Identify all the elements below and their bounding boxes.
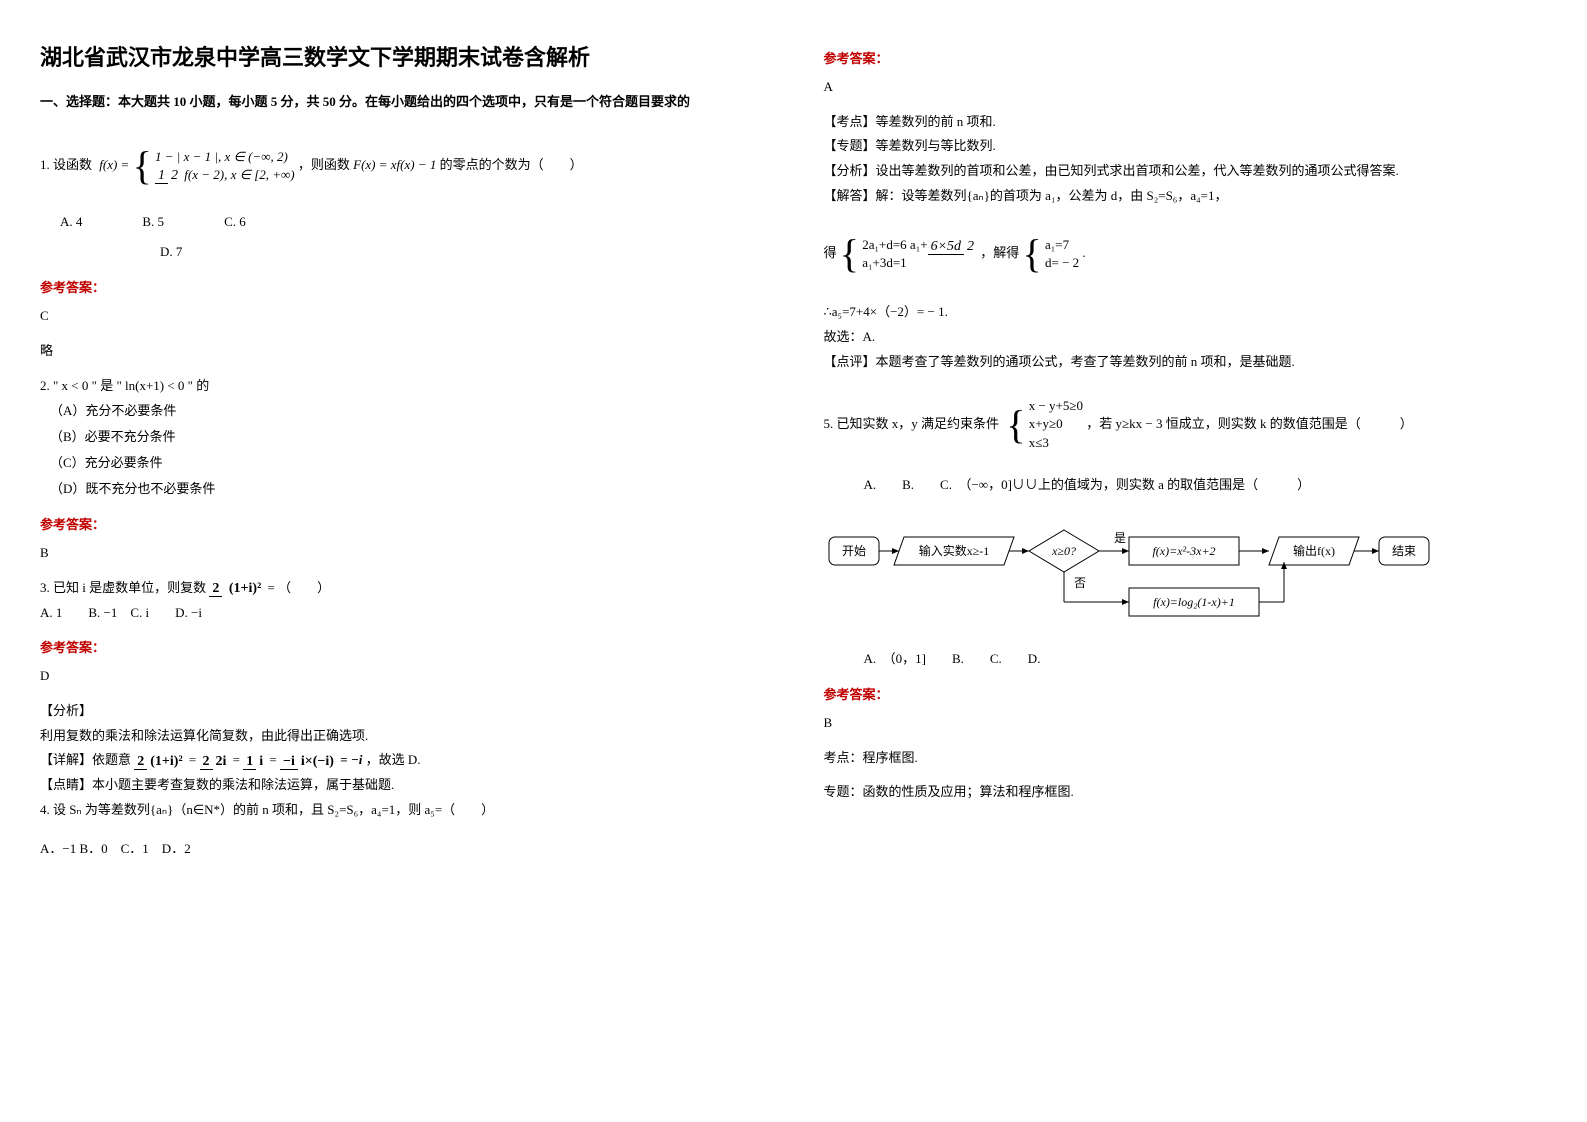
q3-analysis-label: 【分析】: [40, 699, 764, 724]
q5-zhuanti: 专题：函数的性质及应用；算法和程序框图.: [824, 780, 1548, 805]
question-4: 4. 设 Sₙ 为等差数列{aₙ}（n∈N*）的前 n 项和，且 S₂=S₆，a…: [40, 798, 764, 823]
q3-detail-suffix: ，故选 D.: [366, 752, 421, 767]
answer-label-4: 参考答案：: [824, 48, 1548, 67]
q1-prefix: 1. 设函数: [40, 157, 92, 172]
q3-prefix: 3. 已知 i 是虚数单位，则复数: [40, 580, 209, 595]
q1-answer: C: [40, 304, 764, 329]
q3-detail-label: 【详解】依题意: [40, 752, 134, 767]
flowchart: 开始 输入实数x≥-1 x≥0? 是 f(x)=x²-3x+2 否 f(x)=l…: [824, 512, 1548, 632]
section-intro: 一、选择题：本大题共 10 小题，每小题 5 分，共 50 分。在每小题给出的四…: [40, 92, 764, 113]
answer-label-5: 参考答案：: [824, 684, 1548, 703]
q3-eq: = （ ）: [268, 580, 331, 595]
q5-answer: B: [824, 711, 1548, 736]
q3-opts: A. 1 B. −1 C. i D. −i: [40, 601, 764, 626]
q5-c1: x − y+5≥0: [1029, 397, 1083, 415]
q5-opts2: A. （0，1] B. C. D.: [864, 647, 1548, 672]
question-1: 1. 设函数 f(x) = { 1 − | x − 1 |, x ∈ (−∞, …: [40, 128, 764, 265]
q1-optC: C. 6: [224, 210, 246, 235]
q4-fenxi: 【分析】设出等差数列的首项和公差，由已知列式求出首项和公差，代入等差数列的通项公…: [824, 159, 1548, 184]
q4-comment: 【点评】本题考查了等差数列的通项公式，考查了等差数列的前 n 项和，是基础题.: [824, 350, 1548, 375]
q1-optA: A. 4: [60, 210, 82, 235]
q1-piece1: 1 − | x − 1 |, x ∈ (−∞, 2): [155, 148, 295, 166]
fc-cond: x≥0?: [1051, 544, 1076, 558]
q4-eq-lead: 得: [824, 245, 837, 260]
q4-conclude: 故选：A.: [824, 325, 1548, 350]
q5-c3: x≤3: [1029, 434, 1083, 452]
q4-result: ∴a₅=7+4×（−2）= − 1.: [824, 300, 1548, 325]
q1-optD: D. 7: [160, 240, 764, 265]
q1-piecewise: f(x) = { 1 − | x − 1 |, x ∈ (−∞, 2) 12 f…: [99, 128, 294, 204]
q4-eq-mid: ，解得: [980, 245, 1019, 260]
q5-opts: A. B. C. （−∞，0]∪∪上的值域为，则实数 a 的取值范围是（ ）: [864, 473, 1548, 498]
fc-f1: f(x)=x²-3x+2: [1152, 544, 1215, 558]
fc-input: 输入实数x≥-1: [918, 543, 989, 558]
q3-frac-den: (1+i)²: [226, 581, 264, 596]
q5-c2: x+y≥0: [1029, 415, 1083, 433]
q1-func: F(x) = xf(x) − 1: [353, 157, 436, 172]
q5-prefix: 5. 已知实数 x，y 满足约束条件: [824, 415, 1000, 430]
q2-answer: B: [40, 541, 764, 566]
q3-frac-num: 2: [209, 581, 222, 597]
q5-kaodian: 考点：程序框图.: [824, 746, 1548, 771]
q1-piece2: 12 f(x − 2), x ∈ [2, +∞): [155, 166, 295, 184]
answer-label-3: 参考答案：: [40, 637, 764, 656]
fc-no: 否: [1074, 576, 1086, 590]
q4-jieda: 【解答】解：设等差数列{aₙ}的首项为 a₁，公差为 d，由 S₂=S₆，a₄=…: [824, 184, 1548, 209]
right-column: 参考答案： A 【考点】等差数列的前 n 项和. 【专题】等差数列与等比数列. …: [824, 40, 1548, 874]
q4-zhuanti: 【专题】等差数列与等比数列.: [824, 134, 1548, 159]
q4-system: 得 { 2a₁+d=6 a₁+6×5d2 a₁+3d=1 ，解得 { a₁=7 …: [824, 216, 1548, 292]
answer-label-2: 参考答案：: [40, 514, 764, 533]
q4-opts: A．−1 B．0 C．1 D．2: [40, 837, 764, 862]
q2-optA: （A）充分不必要条件: [50, 398, 764, 424]
q1-brief: 略: [40, 339, 764, 364]
q1-mid: ，则函数: [298, 157, 353, 172]
q4-kaodian: 【考点】等差数列的前 n 项和.: [824, 110, 1548, 135]
q1-tail: 的零点的个数为（ ）: [440, 157, 583, 172]
q1-optB: B. 5: [142, 210, 164, 235]
q2-optD: （D）既不充分也不必要条件: [50, 476, 764, 502]
fc-output: 输出f(x): [1293, 543, 1335, 558]
q3-detail-tail: = −i: [340, 752, 362, 767]
question-2: 2. " x < 0 " 是 " ln(x+1) < 0 " 的 （A）充分不必…: [40, 374, 764, 503]
q4-answer: A: [824, 75, 1548, 100]
exam-title: 湖北省武汉市龙泉中学高三数学文下学期期末试卷含解析: [40, 40, 764, 72]
fc-start: 开始: [841, 544, 865, 558]
q1-options-row1: A. 4 B. 5 C. 6: [60, 210, 764, 235]
fc-end: 结束: [1391, 544, 1415, 558]
fc-yes: 是: [1114, 531, 1126, 545]
q5-mid: ，若 y≥kx − 3 恒成立，则实数 k 的数值范围是（ ）: [1086, 415, 1412, 430]
q2-optC: （C）充分必要条件: [50, 450, 764, 476]
q3-comment: 【点睛】本小题主要考查复数的乘法和除法运算，属于基础题.: [40, 773, 764, 798]
question-5: 5. 已知实数 x，y 满足约束条件 { x − y+5≥0 x+y≥0 x≤3…: [824, 387, 1548, 498]
q2-optB: （B）必要不充分条件: [50, 424, 764, 450]
q3-analysis: 利用复数的乘法和除法运算化简复数，由此得出正确选项.: [40, 724, 764, 749]
q3-detail: 【详解】依题意 2(1+i)² = 22i = 1i = −ii×(−i) = …: [40, 748, 764, 773]
answer-label-1: 参考答案：: [40, 277, 764, 296]
q2-text: 2. " x < 0 " 是 " ln(x+1) < 0 " 的: [40, 374, 764, 399]
left-column: 湖北省武汉市龙泉中学高三数学文下学期期末试卷含解析 一、选择题：本大题共 10 …: [40, 40, 764, 874]
question-3: 3. 已知 i 是虚数单位，则复数 2 (1+i)² = （ ） A. 1 B.…: [40, 576, 764, 625]
fc-f2: f(x)=log₂(1-x)+1: [1153, 595, 1235, 609]
q3-answer: D: [40, 664, 764, 689]
